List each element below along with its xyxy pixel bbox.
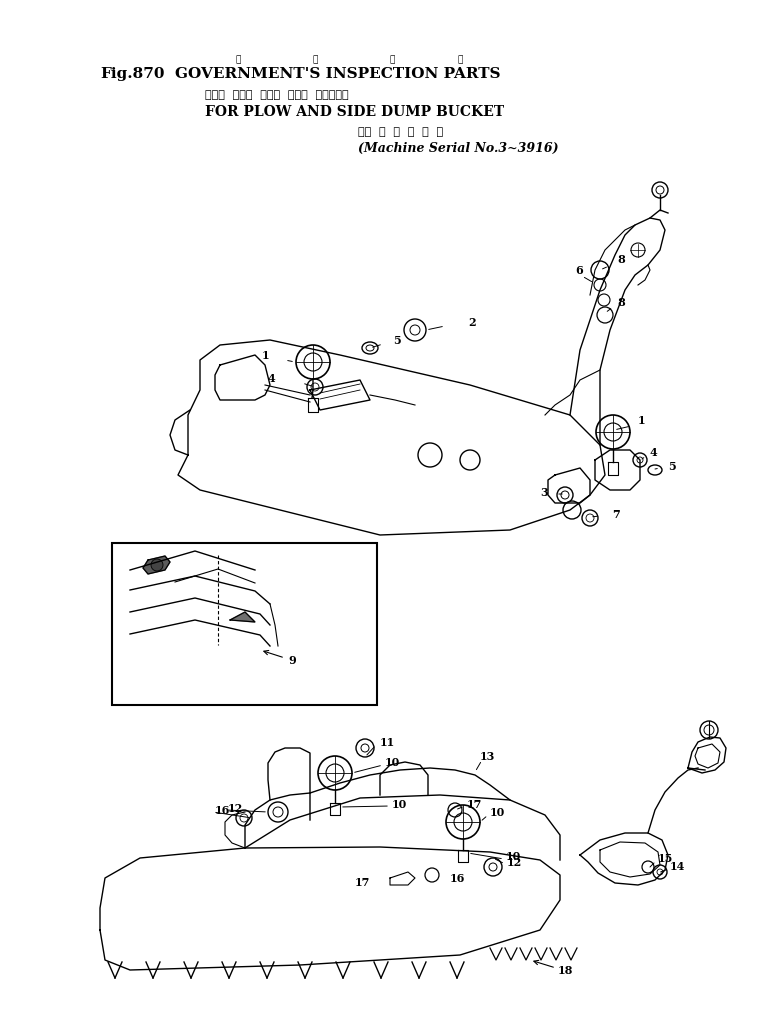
- Polygon shape: [230, 612, 255, 622]
- Text: 15: 15: [658, 854, 673, 865]
- Text: 5: 5: [393, 335, 401, 345]
- Text: 10: 10: [506, 852, 521, 863]
- Text: 官: 官: [235, 56, 241, 65]
- Text: 8: 8: [617, 254, 625, 265]
- Text: 7: 7: [612, 510, 620, 521]
- Text: 10: 10: [392, 799, 408, 810]
- Text: 12: 12: [228, 803, 244, 813]
- Bar: [112, 543, 377, 705]
- Text: 17: 17: [355, 877, 371, 887]
- Polygon shape: [143, 556, 170, 574]
- Text: 16: 16: [215, 805, 231, 815]
- Text: 18: 18: [558, 964, 574, 975]
- Text: （本  体  適  用  号  機: （本 体 適 用 号 機: [358, 127, 443, 137]
- Text: 部: 部: [389, 56, 394, 65]
- Circle shape: [151, 559, 163, 571]
- Text: 16: 16: [450, 874, 466, 884]
- Text: 4: 4: [268, 373, 276, 384]
- Text: 1: 1: [262, 349, 270, 360]
- Text: 3: 3: [540, 486, 548, 497]
- Text: FOR PLOW AND SIDE DUMP BUCKET: FOR PLOW AND SIDE DUMP BUCKET: [205, 105, 504, 119]
- Text: プラウ  および  サイド  ダンプ  バケット用: プラウ および サイド ダンプ バケット用: [205, 90, 349, 100]
- Text: 9: 9: [288, 655, 296, 666]
- Text: 品: 品: [457, 56, 463, 65]
- Text: 17: 17: [467, 799, 483, 810]
- Text: 5: 5: [668, 461, 676, 472]
- Text: 10: 10: [490, 808, 506, 818]
- Text: 11: 11: [380, 738, 395, 748]
- Text: 4: 4: [650, 447, 658, 458]
- Text: 10: 10: [385, 757, 401, 768]
- Text: 14: 14: [670, 862, 686, 873]
- Text: Fig.870: Fig.870: [100, 67, 165, 81]
- Text: (Machine Serial No.3~3916): (Machine Serial No.3~3916): [358, 141, 558, 154]
- Text: GOVERNMENT'S INSPECTION PARTS: GOVERNMENT'S INSPECTION PARTS: [175, 67, 500, 81]
- Text: 検: 検: [313, 56, 318, 65]
- Text: 13: 13: [480, 751, 496, 762]
- Text: 2: 2: [468, 317, 476, 328]
- Text: 1: 1: [638, 414, 646, 425]
- Text: 12: 12: [507, 857, 522, 868]
- Text: 8: 8: [617, 296, 625, 308]
- Text: 6: 6: [575, 265, 583, 275]
